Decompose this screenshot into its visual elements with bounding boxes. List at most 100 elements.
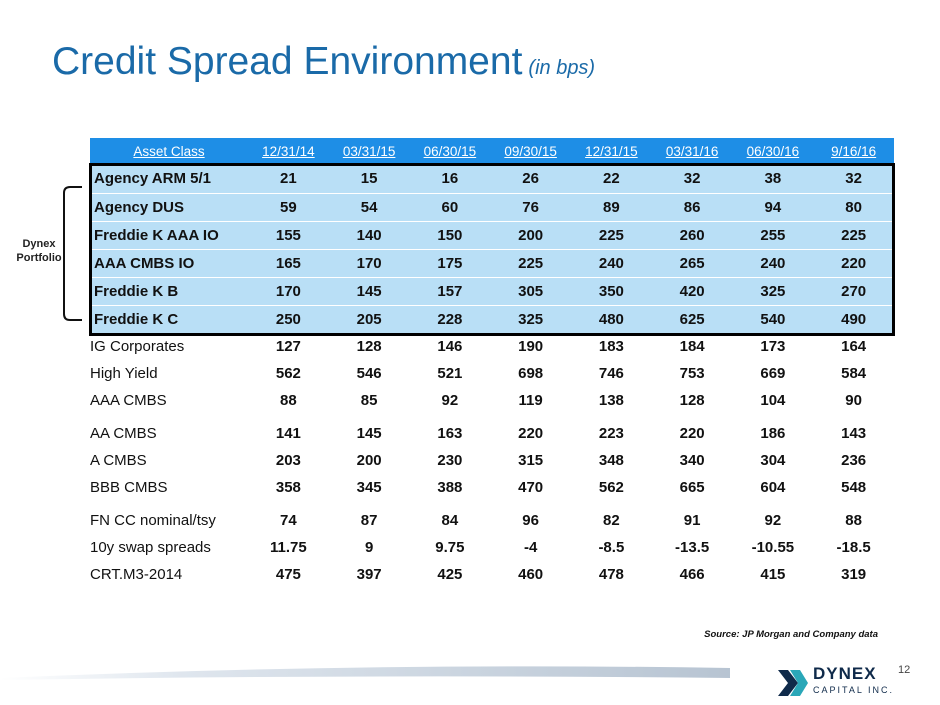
row-value: 753 bbox=[679, 365, 705, 382]
row-value: 91 bbox=[683, 512, 701, 529]
row-value: 138 bbox=[598, 392, 624, 409]
row-value: 625 bbox=[651, 305, 733, 334]
row-label: A CMBS bbox=[90, 452, 147, 469]
header-date-8: 9/16/16 bbox=[831, 144, 877, 159]
row-value: 236 bbox=[841, 452, 867, 469]
row-value: 604 bbox=[760, 479, 786, 496]
row-label: AAA CMBS IO bbox=[90, 249, 248, 278]
row-value: 9 bbox=[364, 539, 374, 556]
row-label: Freddie K C bbox=[90, 305, 248, 334]
row-value: 89 bbox=[571, 193, 652, 222]
row-value: 74 bbox=[280, 512, 297, 529]
row-value: 143 bbox=[841, 425, 867, 442]
row-value: 186 bbox=[760, 425, 786, 442]
row-value: 82 bbox=[603, 512, 620, 529]
row-value: 92 bbox=[764, 512, 782, 529]
row-value: 584 bbox=[841, 365, 867, 382]
row-label: 10y swap spreads bbox=[90, 539, 211, 556]
row-value: 480 bbox=[571, 305, 652, 334]
row-value: -10.55 bbox=[751, 539, 795, 556]
row-value: 250 bbox=[248, 305, 329, 334]
row-value: 225 bbox=[490, 249, 571, 278]
row-value: 358 bbox=[275, 479, 301, 496]
row-label: IG Corporates bbox=[90, 338, 185, 356]
header-date-1: 12/31/14 bbox=[262, 144, 315, 159]
row-value: 157 bbox=[409, 277, 491, 306]
row-value: 698 bbox=[518, 365, 544, 382]
row-value: 200 bbox=[490, 221, 571, 250]
row-value: 88 bbox=[845, 512, 862, 529]
row-value: 184 bbox=[679, 338, 705, 356]
row-value: 164 bbox=[841, 338, 867, 356]
row-value: 350 bbox=[571, 277, 652, 306]
row-value: 325 bbox=[490, 305, 571, 334]
row-value: 165 bbox=[248, 249, 329, 278]
header-date-5: 12/31/15 bbox=[585, 144, 638, 159]
row-value: 228 bbox=[409, 305, 491, 334]
page-number: 12 bbox=[898, 664, 911, 676]
row-value: 170 bbox=[328, 249, 410, 278]
row-value: 150 bbox=[409, 221, 491, 250]
row-value: 140 bbox=[328, 221, 410, 250]
row-value: 562 bbox=[275, 365, 301, 382]
row-value: 21 bbox=[248, 165, 329, 194]
portfolio-bracket-icon bbox=[63, 186, 82, 321]
portfolio-row: Agency DUS 59 54 60 76 89 86 94 80 bbox=[90, 193, 894, 222]
header-date-6: 03/31/16 bbox=[665, 144, 719, 159]
row-value: 203 bbox=[275, 452, 301, 469]
market-row: FN CC nominal/tsy 74 87 84 96 82 91 92 88 bbox=[90, 507, 894, 534]
row-value: -13.5 bbox=[675, 539, 710, 556]
portfolio-row: Freddie K B 170 145 157 305 350 420 325 270 bbox=[90, 277, 894, 306]
table-body: Agency ARM 5/1 21 15 16 26 22 32 38 32 Agency DUS… bbox=[90, 165, 894, 588]
row-value: 490 bbox=[813, 305, 894, 334]
header-date-7: 06/30/16 bbox=[746, 144, 800, 159]
row-label: Agency ARM 5/1 bbox=[90, 165, 248, 194]
row-value: 90 bbox=[845, 392, 862, 409]
row-value: 348 bbox=[598, 452, 624, 469]
row-label: High Yield bbox=[90, 365, 158, 382]
row-value: 96 bbox=[522, 512, 539, 529]
row-value: 128 bbox=[356, 338, 382, 356]
header-asset-class: Asset Class bbox=[133, 144, 205, 159]
header-date-2: 03/31/15 bbox=[342, 144, 396, 159]
row-value: 665 bbox=[679, 479, 705, 496]
row-value: 9.75 bbox=[435, 539, 465, 556]
row-value: 127 bbox=[275, 338, 301, 356]
portfolio-row: Freddie K AAA IO 155 140 150 200 225 260 255 225 bbox=[90, 221, 894, 250]
row-label: CRT.M3-2014 bbox=[90, 566, 183, 583]
row-value: 470 bbox=[518, 479, 544, 496]
dynex-logo-icon bbox=[778, 670, 808, 696]
row-value: 22 bbox=[571, 165, 652, 194]
row-value: 54 bbox=[328, 193, 410, 222]
logo-tagline: CAPITAL INC. bbox=[813, 685, 895, 695]
row-value: 119 bbox=[518, 392, 543, 409]
row-value: 94 bbox=[732, 193, 814, 222]
row-value: 305 bbox=[490, 277, 571, 306]
row-value: 345 bbox=[356, 479, 382, 496]
row-value: 85 bbox=[360, 392, 378, 409]
source-note: Source: JP Morgan and Company data bbox=[704, 629, 878, 640]
row-value: 76 bbox=[490, 193, 571, 222]
row-value: 548 bbox=[841, 479, 867, 496]
page-title: Credit Spread Environment (in bps) bbox=[52, 40, 595, 84]
row-value: 230 bbox=[437, 452, 463, 469]
row-value: 540 bbox=[732, 305, 814, 334]
row-value: 746 bbox=[598, 365, 624, 382]
portfolio-row: AAA CMBS IO 165 170 175 225 240 265 240 220 bbox=[90, 249, 894, 278]
row-value: 59 bbox=[248, 193, 329, 222]
logo-name: DYNEX bbox=[813, 664, 877, 683]
row-value: 88 bbox=[280, 392, 297, 409]
row-value: 270 bbox=[813, 277, 894, 306]
table-header-row: Asset Class 12/31/14 03/31/15 06/30/15 09/30… bbox=[90, 138, 894, 165]
row-value: 562 bbox=[598, 479, 624, 496]
row-value: 80 bbox=[813, 193, 894, 222]
row-value: 183 bbox=[598, 338, 624, 356]
market-row: 10y swap spreads 11.75 9 9.75 -4 -8.5 -13.5 -10… bbox=[90, 534, 894, 561]
row-value: 475 bbox=[275, 566, 301, 583]
row-value: 175 bbox=[409, 249, 491, 278]
row-value: 38 bbox=[732, 165, 814, 194]
row-value: 669 bbox=[760, 365, 786, 382]
row-value: 397 bbox=[356, 566, 382, 583]
row-label: AA CMBS bbox=[90, 425, 157, 442]
row-value: 128 bbox=[679, 392, 705, 409]
